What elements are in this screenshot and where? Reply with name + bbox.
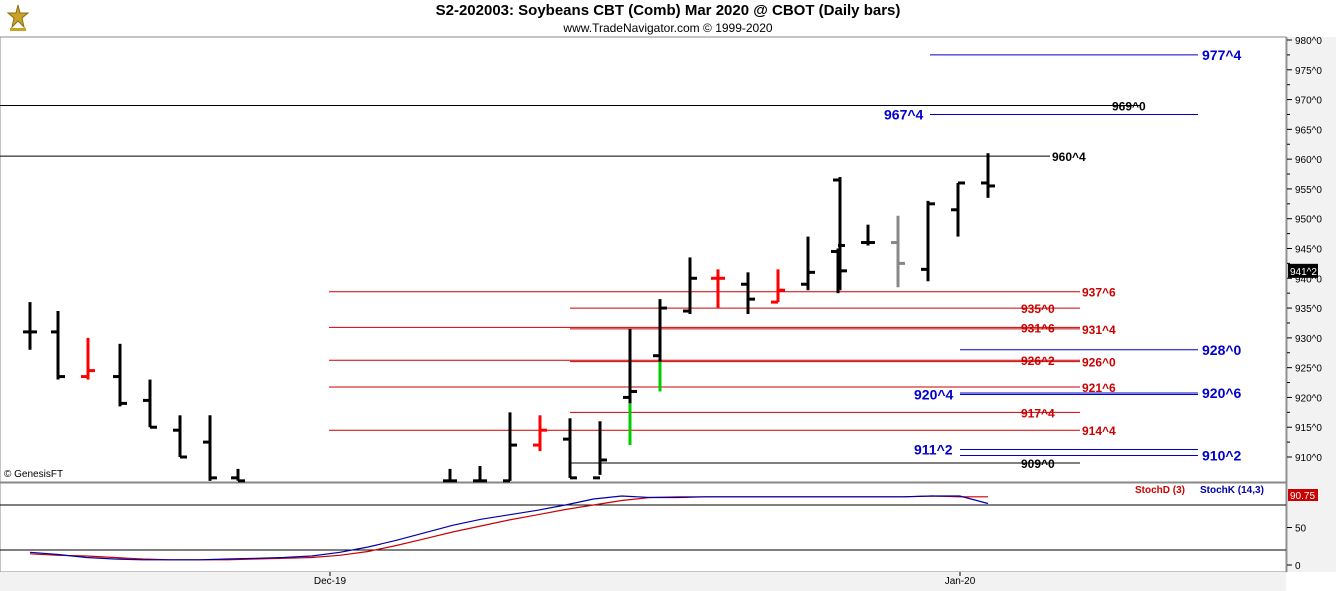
level-label: 969^0 — [1112, 100, 1146, 114]
trade-navigator-logo — [4, 3, 32, 33]
level-label: 960^4 — [1052, 150, 1086, 164]
logo-icon — [6, 4, 30, 31]
level-label: 914^4 — [1082, 424, 1116, 438]
price-tick-label: 945^0 — [1295, 245, 1322, 256]
price-tick-label: 920^0 — [1295, 393, 1322, 404]
stoch-tick-label: 50 — [1295, 524, 1307, 535]
stoch-last-value: 90.75 — [1290, 491, 1315, 502]
price-tick-label: 935^0 — [1295, 304, 1322, 315]
chart-subtitle: www.TradeNavigator.com © 1999-2020 — [563, 21, 773, 35]
level-label: 920^4 — [914, 386, 954, 402]
level-label: 967^4 — [884, 106, 924, 122]
stoch-series-line — [29, 495, 989, 561]
price-tick-label: 970^0 — [1295, 96, 1322, 107]
date-tick-label: Dec-19 — [314, 576, 347, 587]
price-tick-label: 955^0 — [1295, 185, 1322, 196]
level-label: 920^6 — [1202, 385, 1242, 401]
level-label: 977^4 — [1202, 47, 1242, 63]
chart-title: S2-202003: Soybeans CBT (Comb) Mar 2020 … — [435, 2, 901, 19]
level-label: 926^0 — [1082, 356, 1116, 370]
level-label: 937^6 — [1082, 286, 1116, 300]
date-tick-label: Jan-20 — [945, 576, 976, 587]
price-tick-label: 950^0 — [1295, 215, 1322, 226]
price-tick-label: 910^0 — [1295, 453, 1322, 464]
stoch-tick-label: 0 — [1295, 561, 1301, 572]
level-label: 928^0 — [1202, 342, 1242, 358]
stoch-legend-d: StochD (3) — [1135, 485, 1185, 496]
price-tick-label: 915^0 — [1295, 423, 1322, 434]
price-tick-label: 925^0 — [1295, 364, 1322, 375]
level-label: 911^2 — [914, 442, 953, 458]
stoch-legend-k: StochK (14,3) — [1200, 485, 1264, 496]
price-tick-label: 930^0 — [1295, 334, 1322, 345]
price-tick-label: 960^0 — [1295, 155, 1322, 166]
watermark: © GenesisFT — [4, 469, 64, 480]
price-tick-label: 980^0 — [1295, 36, 1322, 47]
stoch-panel — [0, 482, 1287, 573]
date-axis-panel — [0, 572, 1286, 591]
last-price-label: 941^2 — [1290, 267, 1317, 278]
price-tick-label: 965^0 — [1295, 125, 1322, 136]
price-tick-label: 975^0 — [1295, 66, 1322, 77]
level-label: 931^4 — [1082, 323, 1116, 337]
level-label: 921^6 — [1082, 381, 1116, 395]
level-label: 910^2 — [1202, 448, 1242, 464]
last-price-box — [1288, 263, 1318, 278]
level-label: 917^4 — [1021, 406, 1055, 420]
price-tick-label: 940^0 — [1295, 274, 1322, 285]
level-label: 935^0 — [1021, 302, 1055, 316]
price-panel — [0, 36, 1287, 483]
level-label: 909^0 — [1021, 457, 1055, 471]
price-axis-panel — [1287, 37, 1336, 572]
stoch-last-value-box — [1288, 489, 1318, 501]
